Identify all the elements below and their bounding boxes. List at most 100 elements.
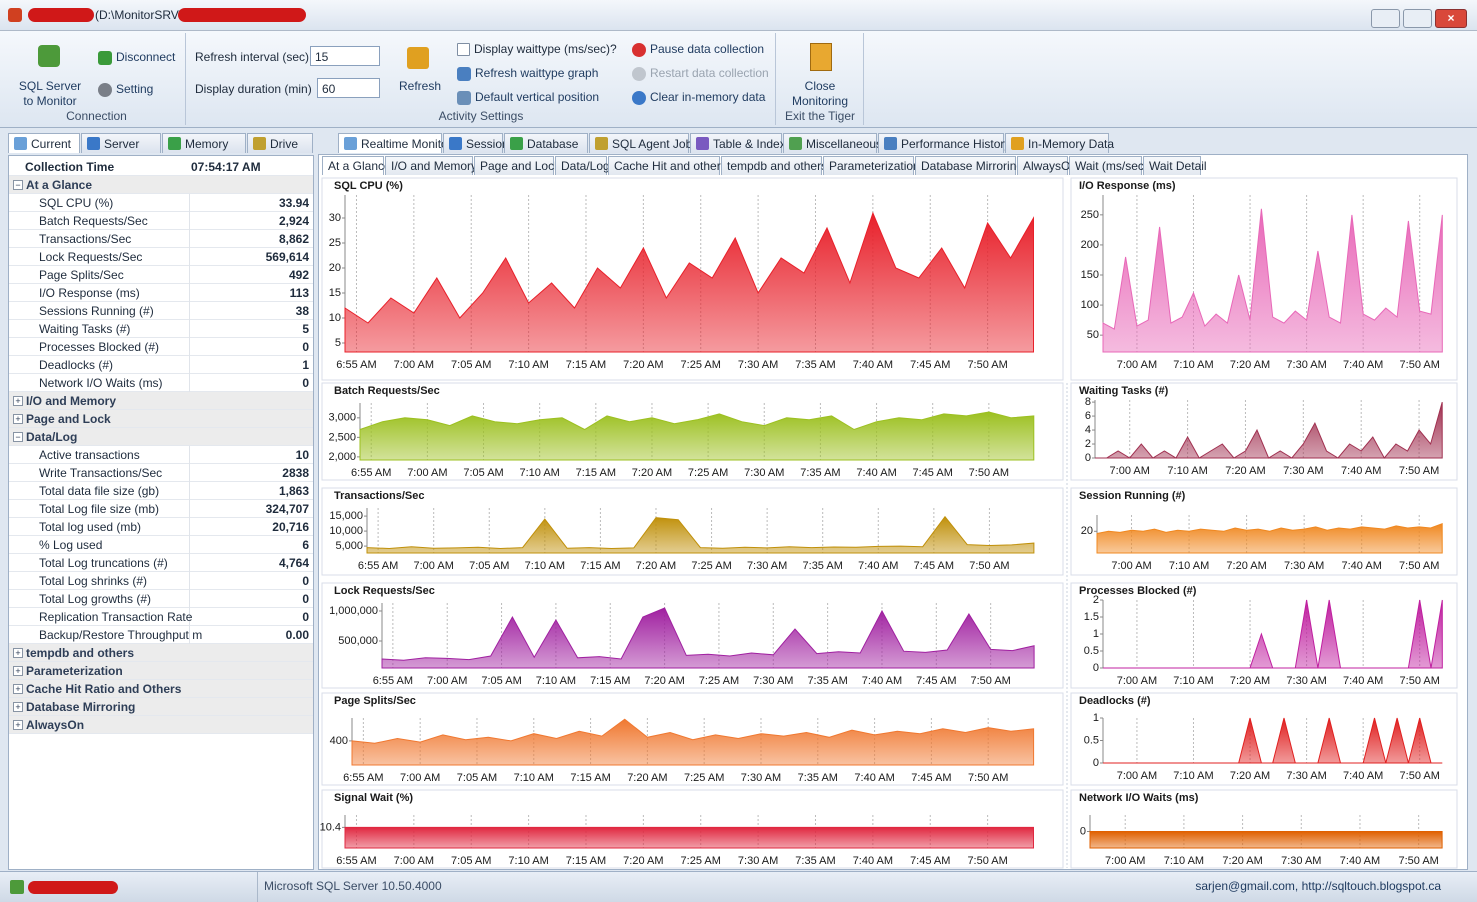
x-tick-label: 7:50 AM [1399,560,1439,572]
monitor-button[interactable]: SQL Server to Monitor [18,79,82,108]
tab[interactable]: Drive [247,133,313,153]
expander[interactable]: + [13,666,23,676]
x-tick-label: 7:20 AM [627,772,667,784]
tab[interactable]: Database Mirroring [915,156,1023,175]
x-tick-label: 7:30 AM [1283,465,1323,477]
waittype-checkbox[interactable]: Display waittype (ms/sec)? [457,42,617,57]
metric-value: 492 [288,268,309,282]
tab-icon [14,137,27,150]
metric-value: 5 [302,322,309,336]
tab[interactable]: Server [81,133,161,153]
x-tick-label: 6:55 AM [373,675,413,687]
x-tick-label: 7:00 AM [400,772,440,784]
clear-button[interactable]: Clear in-memory data [632,90,765,105]
pause-button[interactable]: Pause data collection [632,42,764,57]
separator [189,482,190,500]
default-position-button[interactable]: Default vertical position [457,90,599,105]
x-tick-label: 7:40 AM [853,359,893,371]
group-row[interactable]: + AlwaysOn [9,716,313,734]
tab[interactable]: Realtime Monitor [338,133,452,153]
tab[interactable]: Cache Hit and others [608,156,727,175]
close-monitoring-button[interactable]: Close Monitoring [791,79,849,108]
x-tick-label: 7:50 AM [969,467,1009,479]
x-tick-label: 7:10 AM [508,855,548,867]
y-tick-label: 10 [329,312,341,324]
refresh-waittype-button[interactable]: Refresh waittype graph [457,66,598,81]
tab[interactable]: Miscellaneous [783,133,882,153]
tab[interactable]: Table & Index [690,133,786,153]
disconnect-button[interactable]: Disconnect [98,50,175,65]
group-row[interactable]: − Data/Log [9,428,313,446]
tab[interactable]: In-Memory Data [1005,133,1114,153]
y-tick-label: 10,000 [329,525,363,537]
metric-row: Network I/O Waits (ms) 0 [9,374,313,392]
setting-button[interactable]: Setting [98,82,153,97]
tab-label: Wait Detail [1149,159,1207,173]
expander[interactable]: − [13,432,23,442]
x-tick-label: 7:45 AM [911,772,951,784]
y-tick-label: 0 [1093,662,1099,674]
area [366,515,1035,554]
metric-row: Total Log shrinks (#) 0 [9,572,313,590]
tab-icon [344,137,357,150]
tab[interactable]: Database [504,133,588,153]
refresh-button[interactable]: Refresh [399,79,442,93]
expander[interactable]: + [13,702,23,712]
chart-title: Transactions/Sec [334,490,425,502]
tab[interactable]: Memory [162,133,246,153]
x-tick-label: 7:45 AM [910,855,950,867]
expander[interactable]: − [13,180,23,190]
expander[interactable]: + [13,414,23,424]
group-label: AlwaysOn [26,718,85,732]
tab-label: In-Memory Data [1028,137,1115,151]
tab[interactable]: Session [443,133,509,153]
tab[interactable]: I/O and Memory [385,156,477,175]
expander[interactable]: + [13,648,23,658]
x-tick-label: 7:00 AM [1117,675,1157,687]
checkbox-label: Display waittype (ms/sec)? [474,42,617,56]
group-row[interactable]: + tempdb and others [9,644,313,662]
tab[interactable]: tempdb and others [721,156,827,175]
tab[interactable]: Wait (ms/sec) [1069,156,1148,175]
group-row[interactable]: + Cache Hit Ratio and Others [9,680,313,698]
tab[interactable]: At a Glance [322,156,391,175]
expander[interactable]: + [13,720,23,730]
x-tick-label: 7:15 AM [580,560,620,572]
x-tick-label: 7:40 AM [853,855,893,867]
tab-label: Database [527,137,579,151]
tab[interactable]: Wait Detail [1143,156,1207,175]
tab[interactable]: SQL Agent Job [589,133,692,153]
app-icon [8,8,22,22]
tab[interactable]: Parameterization [823,156,920,175]
group-row[interactable]: + Parameterization [9,662,313,680]
x-tick-label: 7:05 AM [469,560,509,572]
close-button[interactable]: × [1435,9,1467,28]
x-tick-label: 7:20 AM [623,855,663,867]
tab[interactable]: Page and Lock [474,156,560,175]
tab[interactable]: Performance History [878,133,1010,153]
tab-label: Wait (ms/sec) [1075,159,1148,173]
metric-row: Sessions Running (#) 38 [9,302,313,320]
x-tick-label: 7:10 AM [1173,770,1213,782]
minimize-button[interactable] [1371,9,1400,28]
refresh-interval-input[interactable]: 15 [310,46,380,66]
group-row[interactable]: + Page and Lock [9,410,313,428]
chart-panel [1070,382,1458,481]
expander[interactable]: + [13,396,23,406]
x-tick-label: 6:55 AM [336,359,376,371]
tab[interactable]: Data/Log [555,156,610,175]
x-tick-label: 7:00 AM [1117,359,1157,371]
display-duration-input[interactable]: 60 [317,78,380,98]
x-tick-label: 7:50 AM [1400,675,1440,687]
maximize-button[interactable] [1403,9,1432,28]
redaction [28,881,118,894]
y-tick-label: 8 [1085,396,1091,408]
x-tick-label: 7:50 AM [969,560,1009,572]
expander[interactable]: + [13,684,23,694]
group-row[interactable]: + Database Mirroring [9,698,313,716]
group-row[interactable]: − At a Glance [9,176,313,194]
tab[interactable]: Current [8,133,80,153]
group-row[interactable]: + I/O and Memory [9,392,313,410]
restart-button[interactable]: Restart data collection [632,66,769,81]
tab[interactable]: AlwaysOn [1017,156,1077,175]
